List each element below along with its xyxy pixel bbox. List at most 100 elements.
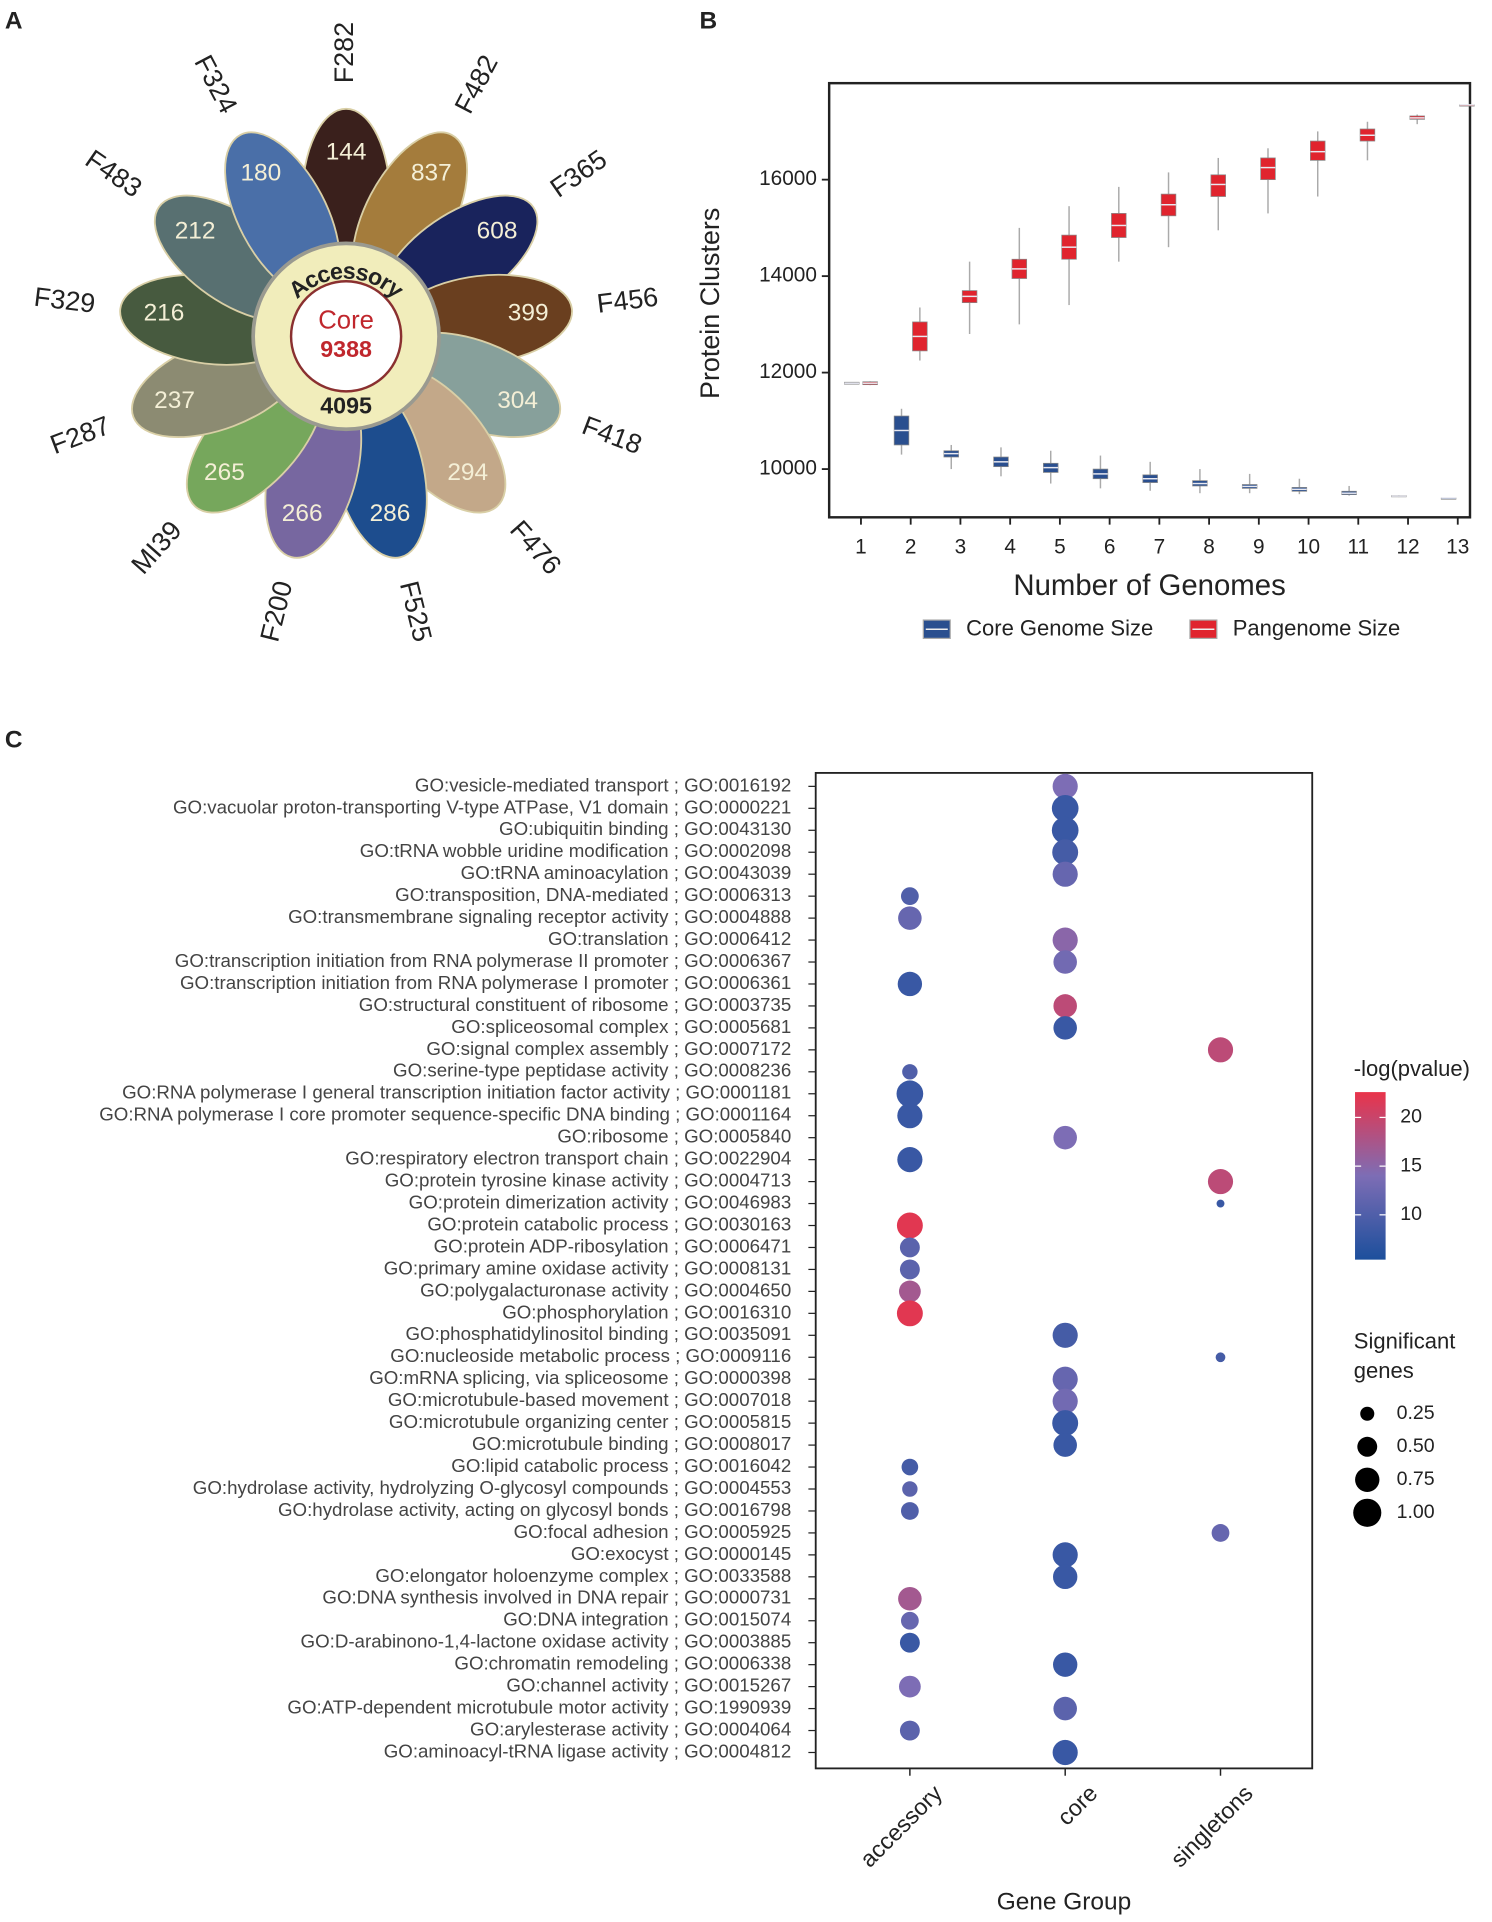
petal-value: 608 xyxy=(477,218,518,245)
legend-label: Pangenome Size xyxy=(1233,616,1401,641)
y-tick-label: GO:phosphatidylinositol binding ; GO:003… xyxy=(405,1323,791,1344)
genome-label: F456 xyxy=(595,282,659,319)
dot xyxy=(897,1103,923,1129)
dot xyxy=(1053,1016,1077,1040)
x-tick-label: 2 xyxy=(905,535,917,558)
y-tick-label: GO:vacuolar proton-transporting V-type A… xyxy=(173,796,791,817)
x-tick-label: core xyxy=(1052,1780,1102,1830)
size-legend-title: genes xyxy=(1354,1358,1414,1383)
y-tick-label: GO:mRNA splicing, via spliceosome ; GO:0… xyxy=(369,1367,791,1388)
y-tick-label: GO:protein catabolic process ; GO:003016… xyxy=(427,1213,791,1234)
dot xyxy=(1052,839,1079,866)
dot xyxy=(897,1147,923,1173)
y-tick-label: GO:protein ADP-ribosylation ; GO:0006471 xyxy=(434,1235,792,1256)
x-tick-label: 3 xyxy=(955,535,967,558)
colorbar xyxy=(1355,1092,1386,1260)
y-tick-label: GO:protein tyrosine kinase activity ; GO… xyxy=(385,1170,791,1191)
y-tick-label: 10000 xyxy=(759,457,817,480)
x-tick-label: 11 xyxy=(1348,535,1370,558)
y-tick-label: GO:RNA polymerase I general transcriptio… xyxy=(122,1082,791,1103)
y-tick-label: GO:tRNA aminoacylation ; GO:0043039 xyxy=(461,862,792,883)
dot xyxy=(900,1611,919,1630)
y-tick-label: GO:spliceosomal complex ; GO:0005681 xyxy=(451,1016,791,1037)
dot xyxy=(1053,1564,1078,1590)
size-legend-dot xyxy=(1357,1436,1378,1457)
dot xyxy=(899,1259,920,1280)
box xyxy=(1210,174,1226,197)
genome-label: F482 xyxy=(449,50,504,118)
y-tick-label: GO:primary amine oxidase activity ; GO:0… xyxy=(384,1257,792,1278)
petal-value: 237 xyxy=(154,387,195,414)
x-tick-label: 7 xyxy=(1154,535,1166,558)
dot xyxy=(1052,773,1078,799)
colorbar-tick-label: 15 xyxy=(1400,1154,1422,1176)
legend-label: Core Genome Size xyxy=(966,616,1153,641)
dot xyxy=(1211,1524,1230,1542)
y-tick-label: GO:elongator holoenzyme complex ; GO:003… xyxy=(375,1565,791,1586)
dot xyxy=(1053,1696,1077,1721)
x-tick-label: 4 xyxy=(1004,535,1016,558)
genome-label: MI39 xyxy=(125,515,187,580)
dot xyxy=(900,887,919,906)
y-tick-label: GO:hydrolase activity, hydrolyzing O-gly… xyxy=(193,1477,791,1498)
petal-value: 286 xyxy=(370,500,411,527)
y-tick-label: GO:polygalacturonase activity ; GO:00046… xyxy=(420,1279,791,1300)
y-tick-label: GO:microtubule organizing center ; GO:00… xyxy=(389,1411,791,1432)
dot xyxy=(1052,1410,1079,1437)
genome-label: F282 xyxy=(329,22,359,83)
size-legend-label: 1.00 xyxy=(1397,1501,1435,1523)
dot xyxy=(899,1720,920,1741)
y-tick-label: GO:microtubule binding ; GO:0008017 xyxy=(472,1433,791,1454)
dot xyxy=(1216,1199,1225,1208)
petal-value: 180 xyxy=(240,159,281,186)
genome-label: F287 xyxy=(46,410,114,460)
dot xyxy=(1052,1542,1078,1568)
y-tick-label: GO:channel activity ; GO:0015267 xyxy=(506,1675,791,1696)
y-tick-label: GO:transcription initiation from RNA pol… xyxy=(180,972,791,993)
dot xyxy=(1052,927,1078,953)
dot xyxy=(1053,1433,1077,1457)
dot xyxy=(1207,1169,1234,1195)
petal-value: 837 xyxy=(411,159,452,186)
y-tick-label: GO:phosphorylation ; GO:0016310 xyxy=(502,1301,791,1322)
y-tick-label: 16000 xyxy=(759,167,817,190)
x-tick-label: 13 xyxy=(1446,535,1469,558)
y-tick-label: GO:respiratory electron transport chain … xyxy=(345,1148,791,1169)
dot xyxy=(1207,1037,1234,1063)
y-tick-label: GO:transcription initiation from RNA pol… xyxy=(175,950,791,971)
y-tick-label: GO:chromatin remodeling ; GO:0006338 xyxy=(454,1653,791,1674)
x-tick-label: 10 xyxy=(1297,535,1320,558)
box xyxy=(1310,140,1326,161)
dot xyxy=(1215,1352,1226,1363)
dot xyxy=(900,1502,919,1520)
ring-value: 4095 xyxy=(320,392,372,418)
petal-value: 212 xyxy=(175,218,216,245)
dot xyxy=(897,971,923,997)
dot xyxy=(1053,950,1077,974)
y-tick-label: GO:arylesterase activity ; GO:0004064 xyxy=(470,1718,791,1739)
y-tick-label: GO:ubiquitin binding ; GO:0043130 xyxy=(499,818,791,839)
plot-frame xyxy=(814,771,1314,1770)
box xyxy=(1260,157,1276,181)
y-tick-label: GO:lipid catabolic process ; GO:0016042 xyxy=(451,1455,791,1476)
genome-label: F365 xyxy=(545,144,612,204)
dot xyxy=(898,906,922,930)
y-tick-label: GO:structural constituent of ribosome ; … xyxy=(359,994,791,1015)
panel-letter: C xyxy=(5,727,23,754)
size-legend-dot xyxy=(1360,1406,1375,1421)
petal-value: 266 xyxy=(282,500,323,527)
dot xyxy=(1053,994,1077,1018)
dot xyxy=(896,1300,923,1327)
y-tick-label: GO:serine-type peptidase activity ; GO:0… xyxy=(393,1060,791,1081)
y-tick-label: GO:ribosome ; GO:0005840 xyxy=(557,1126,791,1147)
y-tick-label: GO:DNA integration ; GO:0015074 xyxy=(503,1609,791,1630)
x-tick-label: singletons xyxy=(1165,1780,1257,1872)
y-tick-label: GO:ATP-dependent microtubule motor activ… xyxy=(287,1697,791,1718)
y-tick-label: 12000 xyxy=(759,360,817,383)
y-tick-label: GO:microtubule-based movement ; GO:00070… xyxy=(388,1389,791,1410)
dot xyxy=(901,1458,919,1476)
petal-value: 265 xyxy=(204,459,245,486)
core-circle xyxy=(289,280,403,393)
dot xyxy=(1051,794,1079,822)
